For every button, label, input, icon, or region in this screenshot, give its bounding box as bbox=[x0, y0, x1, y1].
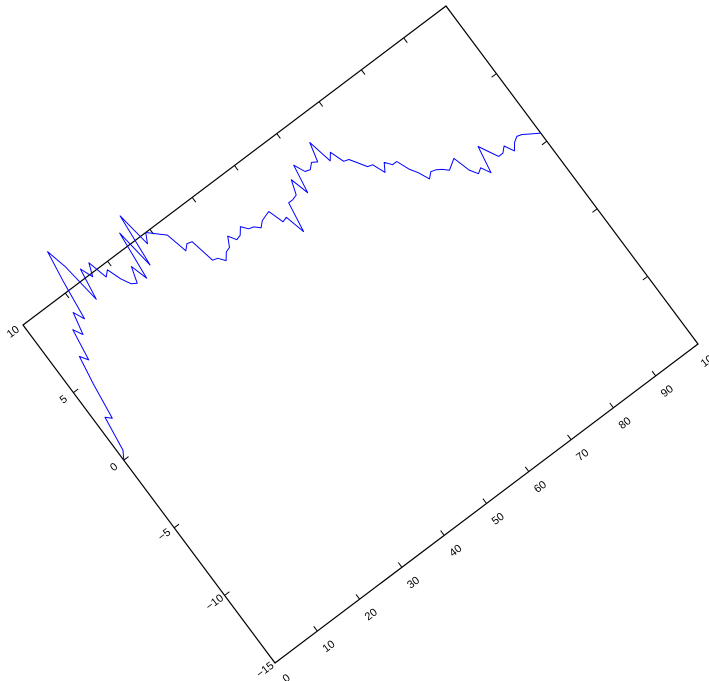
y-tick-mark bbox=[73, 388, 79, 393]
x-tick-mark bbox=[694, 338, 699, 345]
x-tick-label: 20 bbox=[363, 606, 380, 623]
x-tick-mark bbox=[440, 530, 445, 536]
x-tick-mark bbox=[524, 466, 530, 472]
x-tick-mark bbox=[609, 402, 614, 409]
x-tick-label: 90 bbox=[659, 383, 676, 400]
x-tick-mark-top bbox=[234, 165, 239, 171]
x-tick-mark-top bbox=[276, 133, 281, 139]
y-tick-mark-right bbox=[692, 343, 699, 349]
y-tick-mark-right bbox=[541, 140, 548, 146]
x-tick-mark-top bbox=[22, 324, 27, 331]
y-tick-mark bbox=[123, 456, 129, 461]
x-tick-label: 60 bbox=[532, 479, 549, 496]
y-tick-label: 0 bbox=[108, 461, 120, 474]
x-tick-label: 40 bbox=[447, 543, 464, 560]
x-tick-label: 10 bbox=[320, 638, 337, 655]
x-tick-mark bbox=[397, 562, 403, 568]
x-tick-mark bbox=[567, 434, 572, 440]
x-tick-mark-top bbox=[107, 260, 112, 267]
rotated-plot-area: 0 10 20 30 40 50 60 70 80 90 100 −15 −10 −5 0 5 10 bbox=[5, 5, 709, 681]
y-tick-label: 5 bbox=[58, 393, 70, 406]
y-tick-label: −5 bbox=[156, 526, 173, 543]
y-tick-mark bbox=[224, 591, 230, 596]
x-tick-mark-top bbox=[360, 69, 366, 75]
y-tick-mark-right bbox=[592, 208, 598, 213]
x-tick-mark bbox=[651, 370, 657, 377]
x-tick-mark bbox=[271, 657, 276, 664]
x-tick-mark-top bbox=[318, 101, 324, 107]
x-tick-label: 70 bbox=[574, 447, 591, 464]
y-tick-mark-right bbox=[491, 73, 497, 78]
x-tick-mark-top bbox=[445, 5, 450, 12]
x-tick-label: 30 bbox=[405, 574, 422, 591]
x-tick-mark-top bbox=[191, 197, 197, 203]
x-tick-label: 80 bbox=[617, 415, 634, 432]
x-tick-mark-top bbox=[64, 292, 70, 299]
plot-frame bbox=[22, 5, 699, 664]
x-tick-label: 50 bbox=[490, 511, 507, 528]
x-tick-mark-top bbox=[403, 37, 408, 44]
y-tick-label: 10 bbox=[5, 324, 22, 341]
x-tick-mark bbox=[355, 594, 361, 600]
x-tick-label: 0 bbox=[281, 672, 293, 681]
x-tick-label: 100 bbox=[699, 349, 709, 370]
y-tick-mark-right bbox=[642, 276, 648, 281]
y-tick-label: −10 bbox=[204, 592, 226, 613]
y-axis: −15 −10 −5 0 5 10 bbox=[5, 5, 699, 681]
x-tick-mark bbox=[313, 625, 318, 632]
x-tick-mark bbox=[482, 498, 487, 504]
y-tick-mark-right bbox=[440, 5, 447, 11]
y-tick-mark bbox=[274, 658, 281, 664]
series-line bbox=[47, 132, 541, 461]
y-tick-mark bbox=[22, 320, 29, 326]
y-tick-mark bbox=[173, 523, 180, 529]
series-layer bbox=[47, 132, 541, 461]
y-tick-label: −15 bbox=[254, 660, 276, 681]
